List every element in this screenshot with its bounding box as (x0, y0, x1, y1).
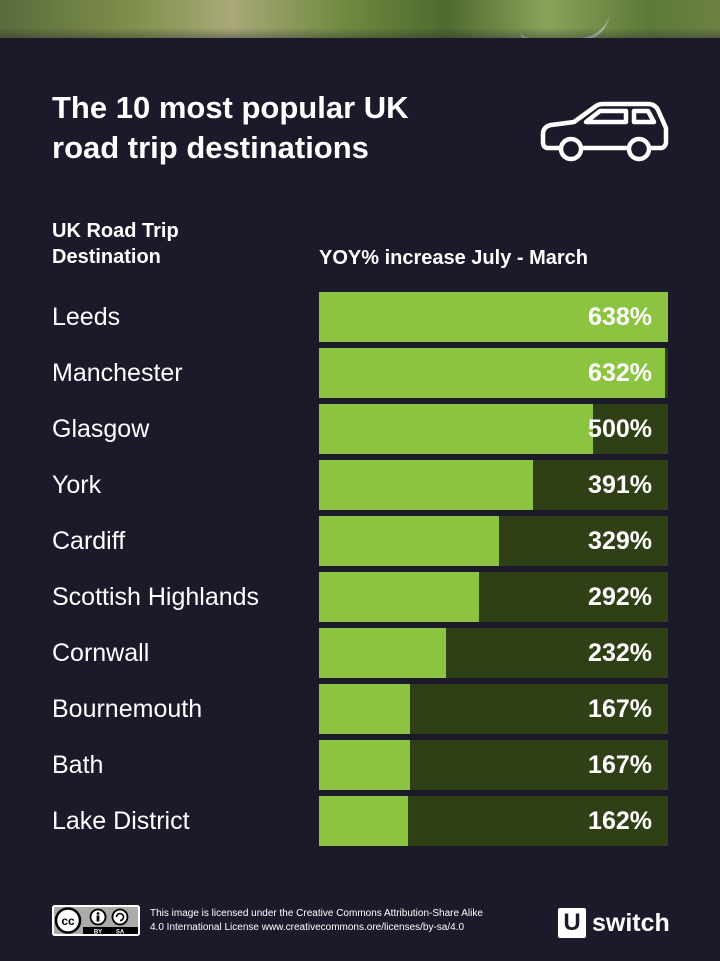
creative-commons-icon: cc BY SA (52, 905, 140, 936)
bar-row: York 391% (0, 460, 720, 510)
bar-value-label: 167% (588, 695, 652, 723)
license-line-1: This image is licensed under the Creativ… (150, 908, 483, 919)
car-icon (540, 101, 669, 162)
bar-value-label: 292% (588, 583, 652, 611)
category-label: Leeds (52, 303, 121, 331)
bar (319, 348, 665, 398)
title-line-2: road trip destinations (52, 130, 369, 165)
bar-track: 391% (319, 460, 668, 510)
bar-value-label: 232% (588, 639, 652, 667)
bar-track: 638% (319, 292, 668, 342)
bar (319, 740, 410, 790)
bar-row: Lake District 162% (0, 796, 720, 846)
cc-text: cc (61, 914, 75, 928)
category-label: York (52, 471, 102, 499)
bar-track: 162% (319, 796, 668, 846)
bar-track: 329% (319, 516, 668, 566)
category-label: Cornwall (52, 639, 150, 667)
bar (319, 572, 479, 622)
bar-track: 167% (319, 740, 668, 790)
uswitch-logo-word: switch (592, 909, 670, 937)
bar-track: 500% (319, 404, 668, 454)
bar-row: Glasgow 500% (0, 404, 720, 454)
category-label: Cardiff (52, 527, 126, 555)
bar-track: 232% (319, 628, 668, 678)
bar (319, 460, 533, 510)
bar-value-label: 329% (588, 527, 652, 555)
bar-value-label: 162% (588, 807, 652, 835)
category-label: Glasgow (52, 415, 150, 443)
bar-row: Cardiff 329% (0, 516, 720, 566)
uswitch-logo: U switch (558, 908, 673, 938)
page-title: The 10 most popular UK road trip destina… (52, 88, 522, 168)
bar (319, 628, 446, 678)
by-text: BY (94, 929, 102, 935)
road-decoration (520, 10, 610, 38)
bar-track: 632% (319, 348, 668, 398)
bar-value-label: 632% (588, 359, 652, 387)
bar-track: 292% (319, 572, 668, 622)
uswitch-logo-mark: U (558, 908, 586, 938)
category-label: Bath (52, 751, 104, 779)
bar-row: Leeds 638% (0, 292, 720, 342)
bar-row: Cornwall 232% (0, 628, 720, 678)
share-alike-icon (111, 908, 129, 926)
bar (319, 516, 499, 566)
bar-value-label: 391% (588, 471, 652, 499)
bar-value-label: 500% (588, 415, 652, 443)
bar (319, 292, 668, 342)
category-label: Manchester (52, 359, 183, 387)
bar (319, 796, 408, 846)
bar (319, 684, 410, 734)
column-header-yoy: YOY% increase July - March (319, 247, 589, 269)
bar-row: Scottish Highlands 292% (0, 572, 720, 622)
bar-value-label: 167% (588, 751, 652, 779)
bar-value-label: 638% (588, 303, 652, 331)
bar-row: Bath 167% (0, 740, 720, 790)
bar-row: Manchester 632% (0, 348, 720, 398)
column-header-destination-line-2: Destination (52, 246, 161, 268)
category-label: Bournemouth (52, 695, 203, 723)
license-text: This image is licensed under the Creativ… (150, 907, 540, 935)
category-label: Lake District (52, 807, 190, 835)
creative-commons-badge: cc BY SA (52, 905, 140, 936)
bar-track: 167% (319, 684, 668, 734)
bar (319, 404, 593, 454)
category-label: Scottish Highlands (52, 583, 260, 611)
landscape-banner (0, 0, 720, 38)
title-line-1: The 10 most popular UK (52, 90, 409, 125)
bar-row: Bournemouth 167% (0, 684, 720, 734)
column-header-destination: UK Road Trip Destination (52, 218, 252, 270)
column-header-destination-line-1: UK Road Trip (52, 220, 179, 242)
license-line-2: 4.0 International License www.creativeco… (150, 922, 465, 933)
sa-text: SA (116, 929, 125, 935)
